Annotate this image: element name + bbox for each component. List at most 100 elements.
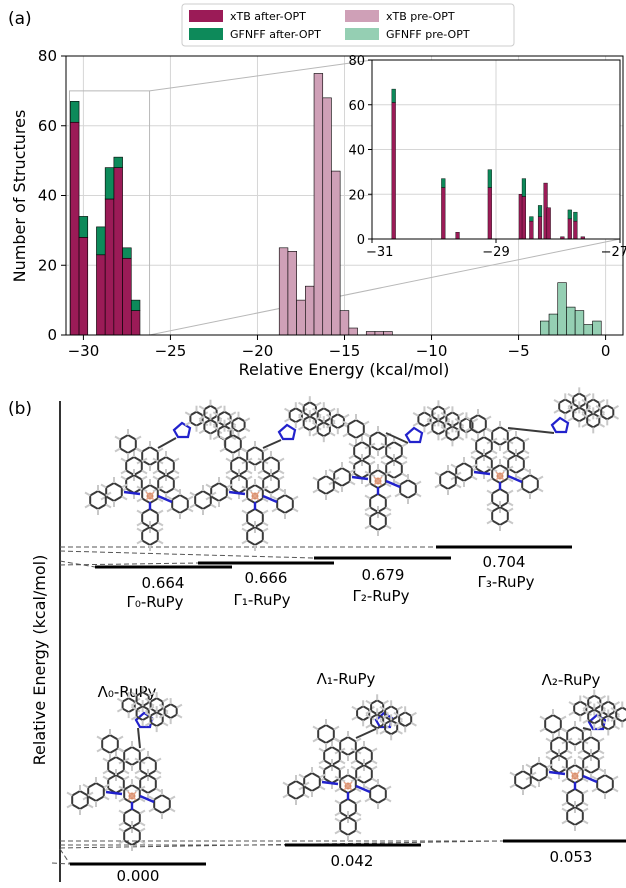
main-x-tick-label: −5 bbox=[508, 342, 530, 360]
molecule-structure bbox=[312, 400, 479, 536]
inset-bar-gfnff-after-opt bbox=[537, 205, 543, 217]
bar-xtb-pre-opt bbox=[305, 285, 315, 336]
energy-dashed-connector bbox=[51, 862, 71, 865]
bar-xtb-after-opt bbox=[130, 310, 141, 336]
bar-xtb-pre-opt bbox=[383, 331, 393, 336]
main-x-tick-label: −20 bbox=[242, 342, 274, 360]
legend-swatch-gfnff-pre bbox=[345, 28, 379, 40]
zoom-connector-top bbox=[149, 59, 373, 92]
bar-gfnff-pre-opt bbox=[540, 320, 550, 336]
structure-name-label: Γ₃-RuPy bbox=[478, 573, 535, 591]
bar-gfnff-after-opt bbox=[122, 247, 132, 259]
molecule-structures bbox=[66, 387, 626, 851]
energy-value-label: 0.000 bbox=[117, 867, 160, 884]
inset-x-tick-label: −27 bbox=[601, 245, 626, 260]
energy-axis-title: Relative Energy (kcal/mol) bbox=[30, 555, 49, 766]
inset-bar-xtb-after-opt bbox=[573, 220, 578, 240]
legend-label-xtb-pre: xTB pre-OPT bbox=[386, 10, 455, 23]
main-bars bbox=[70, 73, 602, 336]
bar-gfnff-after-opt bbox=[130, 299, 141, 311]
bar-gfnff-pre-opt bbox=[574, 310, 585, 336]
inset-y-tick-label: 20 bbox=[348, 188, 365, 203]
bar-xtb-pre-opt bbox=[348, 327, 358, 336]
energy-value-label: 0.704 bbox=[483, 553, 526, 571]
bar-xtb-pre-opt bbox=[339, 310, 350, 336]
bar-xtb-after-opt bbox=[78, 237, 89, 336]
inset-bar-xtb-after-opt bbox=[487, 187, 492, 240]
structure-name-label: Λ₂-RuPy bbox=[542, 671, 601, 689]
energy-dashed-connector bbox=[59, 550, 315, 559]
molecule-structure bbox=[282, 694, 417, 841]
inset-bar-xtb-after-opt bbox=[441, 187, 446, 240]
legend-swatch-gfnff-after bbox=[189, 28, 223, 40]
main-y-tick-label: 20 bbox=[38, 256, 57, 274]
energy-dashed-connector bbox=[59, 560, 96, 568]
main-x-axis-title: Relative Energy (kcal/mol) bbox=[239, 360, 450, 379]
structure-name-label: Γ₁-RuPy bbox=[234, 591, 291, 609]
energy-value-label: 0.679 bbox=[362, 566, 405, 584]
bar-xtb-pre-opt bbox=[287, 251, 297, 336]
main-x-tick-label: −15 bbox=[329, 342, 361, 360]
bar-xtb-after-opt bbox=[104, 198, 115, 336]
structure-name-label: Λ₁-RuPy bbox=[317, 670, 376, 688]
inset-y-tick-label: 60 bbox=[348, 99, 365, 114]
inset-bar-gfnff-after-opt bbox=[529, 216, 534, 222]
molecule-structure bbox=[509, 689, 626, 831]
main-y-tick-label: 0 bbox=[47, 326, 57, 344]
bar-xtb-pre-opt bbox=[322, 97, 332, 336]
bar-xtb-pre-opt bbox=[313, 73, 324, 336]
bar-gfnff-after-opt bbox=[70, 101, 80, 123]
bar-gfnff-after-opt bbox=[78, 216, 89, 238]
inset-bar-gfnff-after-opt bbox=[441, 178, 446, 188]
main-y-tick-label: 40 bbox=[38, 187, 57, 205]
legend-box bbox=[181, 3, 515, 47]
legend-label-xtb-after: xTB after-OPT bbox=[230, 10, 306, 23]
legend-swatch-xtb-pre bbox=[345, 10, 379, 22]
inset-bar-xtb-after-opt bbox=[455, 232, 460, 240]
inset-ticks: −31 −29 −27 0 20 40 60 80 bbox=[348, 54, 626, 260]
molecule-structure bbox=[434, 387, 620, 531]
bar-xtb-pre-opt bbox=[331, 170, 341, 336]
inset-x-tick-label: −29 bbox=[482, 245, 509, 260]
inset-bar-gfnff-after-opt bbox=[521, 178, 526, 197]
bar-xtb-pre-opt bbox=[374, 331, 384, 336]
bar-gfnff-pre-opt bbox=[566, 306, 576, 336]
bar-gfnff-pre-opt bbox=[592, 320, 602, 336]
inset-bar-gfnff-after-opt bbox=[573, 211, 578, 222]
energy-value-label: 0.666 bbox=[245, 569, 288, 587]
inset-bar-xtb-after-opt bbox=[529, 220, 534, 240]
inset-bar-xtb-after-opt bbox=[521, 196, 526, 240]
bar-xtb-pre-opt bbox=[365, 331, 376, 336]
inset-bar-xtb-after-opt bbox=[537, 216, 543, 240]
main-x-tick-label: −25 bbox=[155, 342, 187, 360]
main-ticks: −30 −25 −20 −15 −10 −5 0 0 20 40 60 80 bbox=[38, 47, 610, 360]
bar-xtb-pre-opt bbox=[278, 247, 289, 336]
main-y-axis-title: Number of Structures bbox=[10, 110, 29, 283]
inset-bar-gfnff-after-opt bbox=[487, 169, 492, 188]
main-x-tick-label: −10 bbox=[416, 342, 448, 360]
energy-dashed-connector bbox=[59, 848, 71, 865]
inset-bar-xtb-after-opt bbox=[546, 207, 551, 240]
bar-gfnff-after-opt bbox=[113, 156, 123, 168]
bar-gfnff-pre-opt bbox=[583, 324, 593, 336]
bar-xtb-after-opt bbox=[70, 121, 80, 336]
energy-value-label: 0.664 bbox=[142, 574, 185, 592]
legend: xTB after-OPT GFNFF after-OPT xTB pre-OP… bbox=[181, 3, 515, 47]
molecule-structure bbox=[84, 399, 251, 551]
structure-name-label: Γ₂-RuPy bbox=[353, 587, 410, 605]
inset-x-tick-label: −31 bbox=[366, 245, 393, 260]
bar-gfnff-pre-opt bbox=[548, 313, 559, 336]
bar-xtb-after-opt bbox=[113, 167, 123, 336]
zoom-connector-bottom bbox=[149, 238, 621, 336]
panel-a-label: (a) bbox=[8, 9, 32, 29]
bar-xtb-pre-opt bbox=[296, 299, 306, 336]
bar-xtb-after-opt bbox=[122, 257, 132, 336]
legend-label-gfnff-after: GFNFF after-OPT bbox=[230, 28, 321, 41]
panel-b-label: (b) bbox=[8, 399, 32, 419]
inset-y-tick-label: 0 bbox=[357, 233, 365, 248]
inset-bar-xtb-after-opt bbox=[567, 218, 572, 240]
main-y-tick-label: 80 bbox=[38, 47, 57, 65]
energy-dashed-connector bbox=[59, 562, 199, 566]
